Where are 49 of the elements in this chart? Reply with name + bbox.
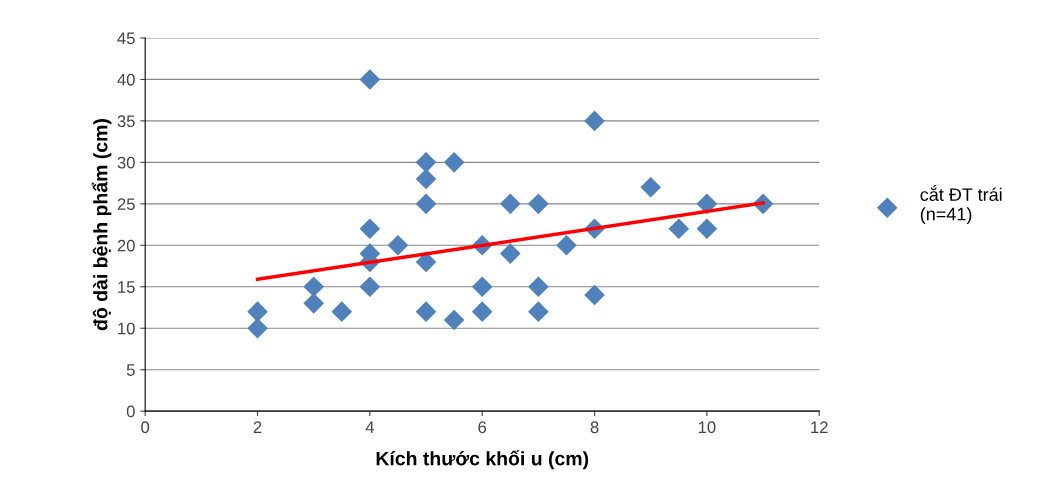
y-tick-label: 20 <box>117 239 135 252</box>
point <box>528 276 549 298</box>
point <box>443 309 465 331</box>
y-tick-label: 40 <box>117 73 135 86</box>
point <box>471 276 493 298</box>
x-tick-label: 0 <box>141 421 150 434</box>
point <box>415 168 437 190</box>
x-tick-label: 2 <box>253 421 262 433</box>
point <box>696 193 718 215</box>
point <box>528 193 549 215</box>
y-axis-title: độ dài bệnh phẩm (cm) <box>91 119 112 331</box>
point <box>499 243 521 264</box>
x-tick-label: 8 <box>590 421 599 434</box>
x-tick-label: 12 <box>811 421 828 433</box>
point <box>303 293 324 314</box>
x-axis-title: Kích thước khối u (cm) <box>376 450 589 470</box>
point <box>696 218 718 240</box>
legend-label: cắt ĐT trái (n=41) <box>920 185 1002 225</box>
y-tick-label: 35 <box>117 115 135 128</box>
point <box>387 234 409 256</box>
point <box>359 276 381 298</box>
point <box>499 193 521 215</box>
x-tick-label: 4 <box>365 421 375 433</box>
point <box>359 69 381 90</box>
point <box>359 218 381 240</box>
point <box>247 301 268 322</box>
point <box>331 301 353 322</box>
point <box>668 218 690 240</box>
y-tick-label: 30 <box>117 156 135 169</box>
y-tick-label: 5 <box>126 364 135 376</box>
y-tick-label: 10 <box>118 322 135 335</box>
point <box>471 301 493 322</box>
point <box>528 301 549 322</box>
point <box>584 110 605 132</box>
point <box>415 152 437 173</box>
y-tick-label: 15 <box>118 281 135 293</box>
x-tick-label: 6 <box>478 421 487 434</box>
y-tick-label: 45 <box>117 32 135 45</box>
point <box>415 193 437 215</box>
point <box>584 284 605 306</box>
x-tick-label: 10 <box>698 421 716 434</box>
point <box>303 276 324 298</box>
y-tick-label: 25 <box>117 198 135 211</box>
point <box>640 176 662 198</box>
point <box>247 317 268 339</box>
point <box>443 152 465 173</box>
point <box>556 234 577 256</box>
y-tick-label: 0 <box>126 405 135 418</box>
point <box>415 301 437 322</box>
